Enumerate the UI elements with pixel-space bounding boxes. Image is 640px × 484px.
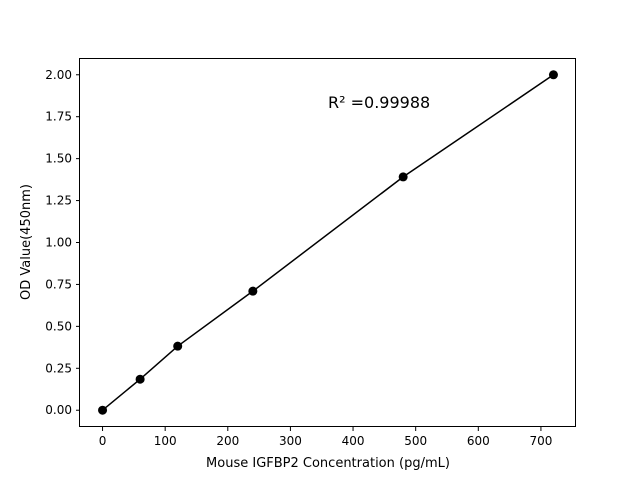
y-tick-label: 0.00	[45, 403, 72, 417]
r-squared-annotation: R² =0.99988	[328, 93, 430, 112]
y-tick-label: 2.00	[45, 68, 72, 82]
data-point	[398, 172, 408, 182]
y-axis-ticks: 0.00 0.25 0.50 0.75 1.00 1.25 1.50 1.75 2.00	[45, 68, 80, 417]
x-axis-label: Mouse IGFBP2 Concentration (pg/mL)	[206, 456, 450, 471]
curve-line	[102, 74, 554, 411]
data-point	[548, 70, 558, 80]
y-tick-label: 0.25	[45, 361, 72, 375]
y-tick-label: 0.75	[45, 277, 72, 291]
x-tick-label: 500	[404, 434, 427, 448]
data-point	[135, 374, 145, 384]
x-tick-label: 200	[216, 434, 239, 448]
x-tick-label: 100	[154, 434, 177, 448]
y-tick-label: 1.00	[45, 236, 72, 250]
y-tick-label: 1.75	[45, 110, 72, 124]
x-tick-label: 700	[529, 434, 552, 448]
y-tick-label: 1.50	[45, 152, 72, 166]
data-point	[173, 341, 183, 351]
data-series	[98, 70, 558, 415]
data-point	[98, 405, 108, 415]
y-tick-label: 1.25	[45, 194, 72, 208]
x-tick-label: 400	[342, 434, 365, 448]
x-axis-ticks: 0 100 200 300 400 500 600 700	[99, 427, 552, 448]
plot-area	[79, 58, 576, 427]
x-tick-label: 300	[279, 434, 302, 448]
data-point	[248, 286, 258, 296]
y-tick-label: 0.50	[45, 319, 72, 333]
x-tick-label: 0	[99, 434, 107, 448]
x-tick-label: 600	[467, 434, 490, 448]
y-axis-label: OD Value(450nm)	[19, 184, 34, 300]
